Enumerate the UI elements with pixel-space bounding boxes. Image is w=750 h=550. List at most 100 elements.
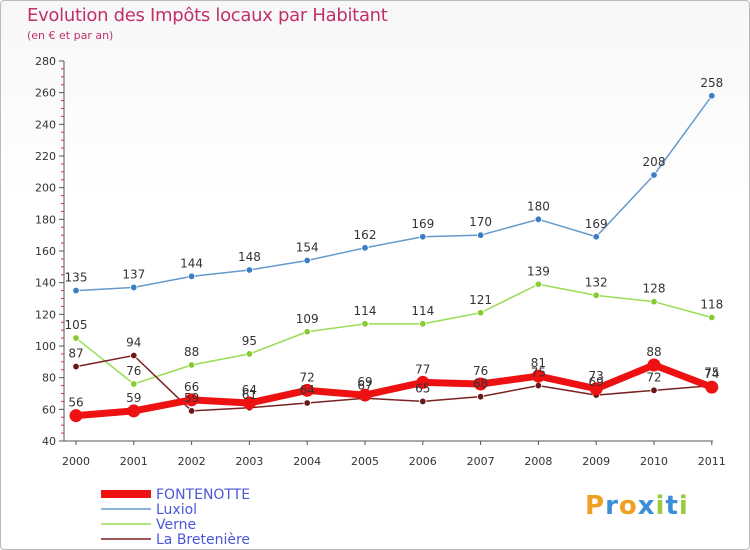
data-point-verne [592, 291, 600, 300]
data-label-luxiol: 144 [180, 256, 203, 270]
data-point-luxiol [708, 92, 716, 100]
data-label-luxiol: 135 [65, 271, 88, 285]
data-point-luxiol [419, 233, 427, 241]
data-point-luxiol [592, 233, 600, 241]
data-label-fontenotte: 72 [300, 370, 315, 384]
x-tick-label: 2002 [178, 455, 206, 468]
data-point-la-breteni-re [534, 381, 543, 390]
legend-label-fontenotte: FONTENOTTE [156, 487, 250, 503]
data-label-verne: 88 [184, 345, 199, 359]
data-label-luxiol: 208 [643, 155, 666, 169]
data-point-luxiol [245, 266, 254, 274]
proxiti-logo: Proxiti [585, 491, 689, 521]
data-point-luxiol [534, 215, 543, 224]
data-label-la-breteni-re: 94 [126, 336, 141, 350]
data-point-fontenotte [416, 375, 430, 389]
data-point-verne [476, 309, 485, 317]
data-label-luxiol: 137 [122, 267, 145, 281]
data-point-fontenotte [589, 382, 603, 396]
y-tick-label: 240 [35, 118, 56, 131]
data-point-la-breteni-re [650, 386, 658, 395]
data-point-luxiol [361, 244, 369, 252]
logo-letter: x [637, 491, 656, 521]
y-tick-label: 180 [35, 213, 56, 226]
data-point-la-breteni-re [303, 399, 311, 407]
data-point-fontenotte [185, 393, 199, 407]
data-label-verne: 109 [296, 312, 319, 326]
data-point-verne [419, 320, 427, 328]
legend-label-verne: Verne [156, 517, 196, 533]
data-point-fontenotte [358, 388, 372, 402]
data-label-la-breteni-re: 64 [300, 383, 315, 397]
data-point-verne [72, 334, 80, 342]
logo-letter: r [605, 491, 619, 521]
data-point-fontenotte [300, 383, 314, 397]
data-label-verne: 139 [527, 264, 550, 278]
legend-label-luxiol: Luxiol [156, 502, 197, 518]
x-tick-label: 2010 [640, 455, 668, 468]
data-label-verne: 95 [242, 334, 257, 348]
legend-label-la-breteni-re: La Bretenière [156, 532, 250, 548]
data-label-la-breteni-re: 87 [68, 347, 83, 361]
y-tick-label: 140 [35, 277, 56, 290]
data-label-luxiol: 180 [527, 199, 550, 213]
data-label-la-breteni-re: 68 [473, 377, 488, 391]
data-label-verne: 118 [700, 298, 723, 312]
data-point-fontenotte [69, 409, 83, 423]
data-point-luxiol [130, 283, 138, 292]
data-label-fontenotte: 64 [242, 383, 257, 397]
data-point-verne [708, 313, 716, 322]
data-point-la-breteni-re [72, 362, 80, 371]
data-point-la-breteni-re [476, 392, 485, 401]
data-label-la-breteni-re: 59 [184, 391, 199, 405]
data-label-verne: 114 [354, 304, 377, 318]
data-point-luxiol [476, 231, 485, 239]
data-label-verne: 132 [585, 275, 608, 289]
data-point-fontenotte [647, 358, 661, 372]
data-point-la-breteni-re [419, 397, 427, 406]
data-point-verne [245, 350, 254, 358]
data-label-la-breteni-re: 65 [415, 381, 430, 395]
data-label-verne: 114 [411, 304, 434, 318]
data-label-fontenotte: 73 [589, 369, 604, 383]
data-point-luxiol [72, 286, 80, 295]
data-point-verne [187, 361, 196, 369]
x-tick-label: 2006 [409, 455, 437, 468]
logo-letter: i [678, 491, 689, 521]
data-label-la-breteni-re: 69 [589, 375, 604, 389]
y-tick-label: 220 [35, 150, 56, 163]
series-line-luxiol [75, 95, 713, 292]
logo-letter: P [585, 491, 606, 521]
data-point-verne [130, 380, 138, 388]
data-label-luxiol: 169 [411, 217, 434, 231]
data-point-la-breteni-re [130, 351, 138, 360]
y-tick-label: 60 [42, 403, 56, 416]
data-label-verne: 76 [126, 364, 141, 378]
data-label-fontenotte: 66 [184, 380, 199, 394]
data-point-fontenotte [531, 369, 545, 383]
y-tick-label: 100 [35, 340, 56, 353]
data-label-fontenotte: 81 [531, 356, 546, 370]
data-label-verne: 105 [65, 318, 88, 332]
x-tick-label: 2004 [293, 455, 321, 468]
data-point-fontenotte [474, 377, 488, 391]
data-label-fontenotte: 74 [704, 367, 719, 381]
logo-letter: i [655, 491, 666, 521]
x-tick-label: 2008 [524, 455, 552, 468]
x-tick-label: 2005 [351, 455, 379, 468]
data-point-fontenotte [127, 404, 141, 418]
data-point-verne [303, 328, 311, 336]
data-point-fontenotte [705, 380, 719, 394]
x-tick-label: 2009 [582, 455, 610, 468]
data-label-luxiol: 258 [700, 76, 723, 90]
y-tick-label: 40 [42, 435, 56, 448]
data-label-fontenotte: 69 [357, 375, 372, 389]
data-label-fontenotte: 56 [68, 396, 83, 410]
data-label-la-breteni-re: 75 [704, 366, 719, 380]
y-tick-label: 280 [35, 55, 56, 68]
x-tick-label: 2011 [698, 455, 726, 468]
y-tick-label: 200 [35, 182, 56, 195]
data-label-la-breteni-re: 75 [531, 366, 546, 380]
data-label-luxiol: 148 [238, 250, 261, 264]
